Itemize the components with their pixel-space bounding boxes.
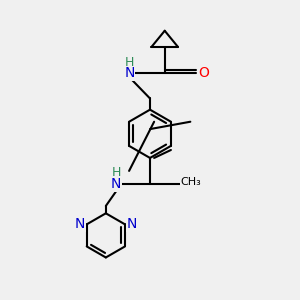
Text: N: N: [126, 217, 136, 231]
Text: H: H: [125, 56, 134, 69]
Text: N: N: [75, 217, 86, 231]
Text: H: H: [112, 166, 121, 179]
Text: N: N: [111, 177, 121, 191]
Text: CH₃: CH₃: [181, 177, 202, 188]
Text: O: O: [198, 66, 209, 80]
Text: N: N: [124, 66, 135, 80]
